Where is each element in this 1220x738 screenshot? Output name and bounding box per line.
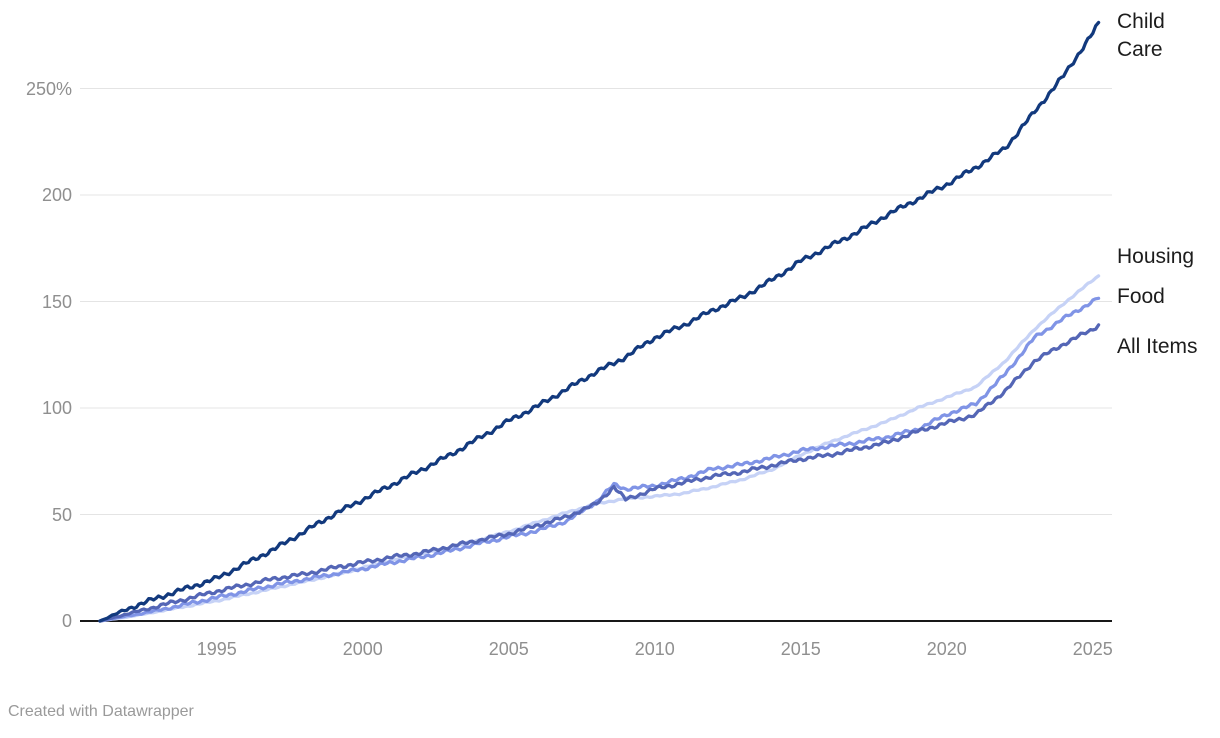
series-label-child-care: Child Care	[1117, 10, 1165, 61]
y-axis-tick-label: 50	[51, 504, 72, 525]
x-axis-tick-label: 2000	[342, 639, 383, 659]
series-label-all-items: All Items	[1117, 335, 1198, 358]
y-axis-tick-label: 250%	[25, 78, 72, 99]
y-axis-tick-label: 0	[61, 611, 72, 631]
x-axis-tick-label: 2015	[780, 639, 821, 659]
series-label-housing: Housing	[1117, 245, 1195, 268]
series-line-all-items	[98, 323, 1101, 623]
datawrapper-attribution[interactable]: Created with Datawrapper	[8, 703, 194, 720]
series-line-housing	[98, 274, 1101, 623]
y-axis-tick-label: 100	[41, 398, 72, 418]
x-axis-tick-label: 2020	[926, 639, 967, 659]
x-axis-tick-label: 2025	[1072, 639, 1113, 659]
series-line-food	[98, 296, 1101, 623]
series-line-child-care	[98, 20, 1101, 623]
y-axis-tick-label: 150	[41, 291, 72, 312]
x-axis-tick-label: 2010	[634, 639, 675, 659]
x-axis-tick-label: 2005	[488, 639, 529, 659]
series-label-food: Food	[1117, 285, 1165, 308]
y-axis-tick-label: 200	[41, 185, 72, 205]
x-axis-tick-label: 1995	[196, 639, 237, 659]
